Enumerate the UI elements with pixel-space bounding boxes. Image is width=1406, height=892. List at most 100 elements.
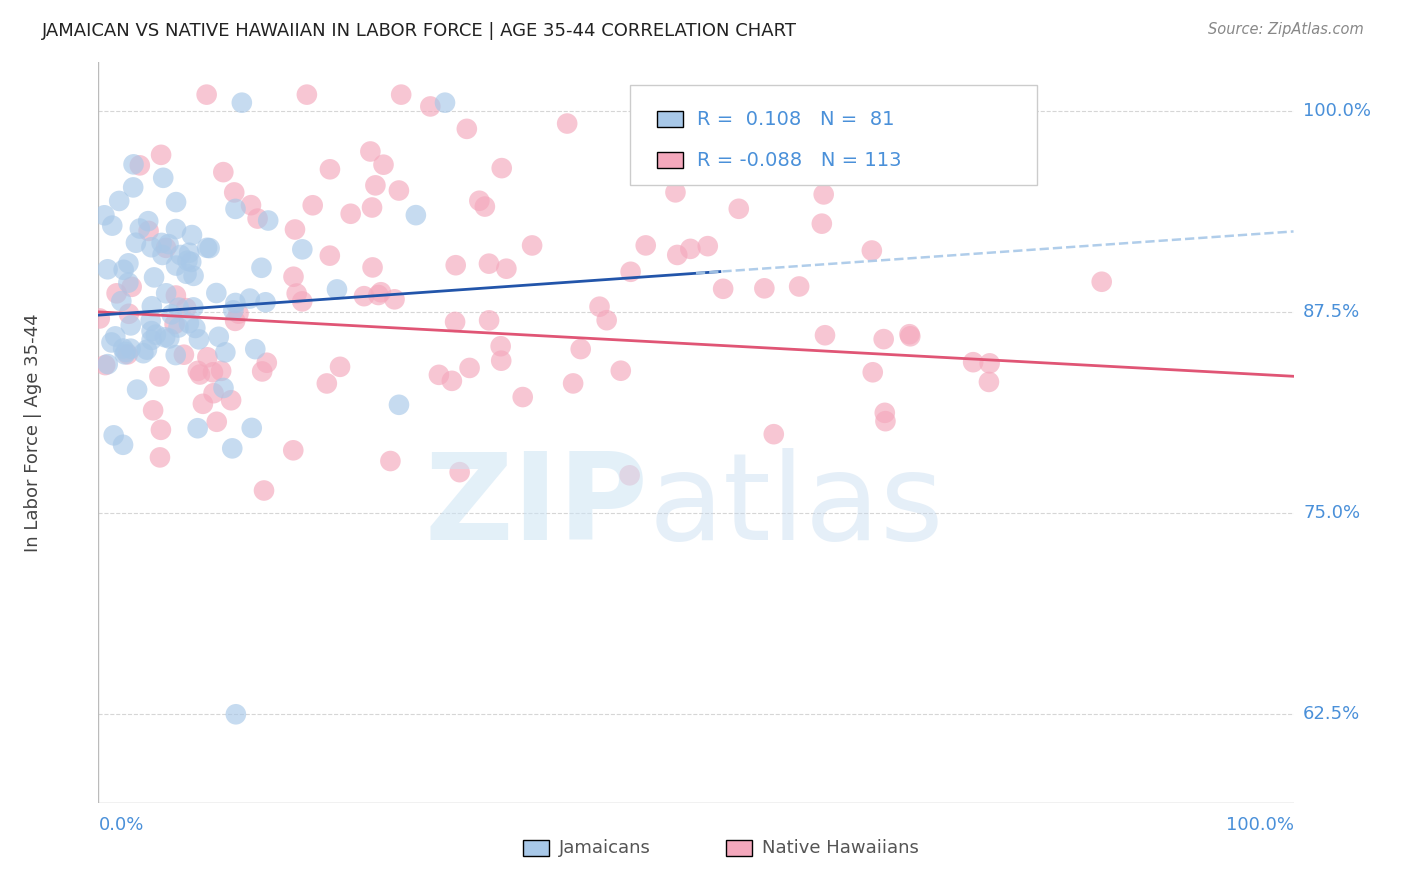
Point	[384, 293, 406, 307]
Point	[155, 286, 177, 301]
Point	[245, 342, 267, 356]
Point	[132, 346, 155, 360]
Point	[319, 162, 342, 177]
Point	[595, 313, 617, 327]
Point	[157, 331, 180, 345]
Point	[224, 186, 246, 200]
Point	[114, 345, 136, 359]
Point	[112, 438, 135, 452]
Text: 75.0%: 75.0%	[1303, 504, 1360, 522]
Point	[283, 269, 305, 284]
Point	[212, 381, 235, 395]
Point	[284, 222, 307, 236]
FancyBboxPatch shape	[630, 85, 1036, 185]
Point	[742, 122, 765, 136]
Point	[187, 364, 209, 378]
Point	[862, 365, 884, 379]
Point	[231, 95, 253, 110]
Point	[136, 214, 159, 228]
Point	[187, 332, 209, 346]
Point	[468, 194, 491, 208]
Point	[149, 450, 172, 465]
Point	[150, 148, 173, 162]
Point	[104, 329, 127, 343]
Point	[163, 317, 186, 331]
Point	[165, 288, 187, 302]
Point	[224, 296, 246, 310]
Text: R = -0.088   N = 113: R = -0.088 N = 113	[697, 151, 901, 169]
Point	[359, 145, 381, 159]
Text: 100.0%: 100.0%	[1303, 102, 1371, 120]
Point	[254, 295, 277, 310]
Point	[155, 241, 177, 255]
Point	[610, 364, 633, 378]
Point	[875, 414, 897, 428]
Point	[754, 281, 776, 295]
Point	[112, 342, 135, 356]
Point	[114, 347, 136, 361]
Point	[184, 321, 207, 335]
Point	[141, 333, 163, 347]
Point	[165, 348, 187, 362]
Point	[326, 282, 349, 296]
Point	[152, 170, 174, 185]
Point	[620, 265, 643, 279]
Point	[257, 213, 280, 227]
Point	[205, 415, 228, 429]
Point	[711, 282, 734, 296]
Point	[228, 307, 250, 321]
Point	[419, 99, 441, 113]
Point	[456, 121, 478, 136]
Text: Source: ZipAtlas.com: Source: ZipAtlas.com	[1208, 22, 1364, 37]
Point	[169, 248, 191, 262]
Point	[679, 242, 702, 256]
Point	[149, 423, 172, 437]
Point	[139, 314, 162, 328]
Point	[977, 375, 1000, 389]
Point	[125, 235, 148, 250]
Point	[860, 244, 883, 258]
Point	[142, 403, 165, 417]
FancyBboxPatch shape	[523, 840, 548, 856]
Point	[150, 235, 173, 250]
Point	[405, 208, 427, 222]
Text: ZIP: ZIP	[425, 448, 648, 566]
Point	[434, 95, 457, 110]
Point	[301, 198, 323, 212]
Point	[195, 241, 218, 255]
Point	[353, 289, 375, 303]
Point	[814, 328, 837, 343]
FancyBboxPatch shape	[725, 840, 752, 856]
Point	[256, 356, 278, 370]
Point	[873, 406, 896, 420]
Point	[138, 224, 160, 238]
Point	[120, 342, 142, 356]
Point	[202, 386, 225, 401]
Point	[1091, 275, 1114, 289]
Point	[664, 186, 686, 200]
Point	[94, 358, 117, 372]
Point	[110, 294, 132, 309]
Text: atlas: atlas	[648, 448, 943, 566]
Point	[120, 318, 142, 333]
Point	[319, 249, 342, 263]
Point	[329, 359, 352, 374]
Point	[444, 258, 467, 272]
Point	[291, 243, 314, 257]
Point	[225, 202, 247, 216]
Point	[388, 398, 411, 412]
Point	[474, 200, 496, 214]
Point	[122, 157, 145, 171]
Point	[250, 364, 273, 378]
Point	[160, 307, 183, 321]
Point	[225, 707, 247, 722]
Point	[696, 239, 718, 253]
Point	[205, 286, 228, 301]
Point	[520, 238, 543, 252]
Point	[118, 307, 141, 321]
Point	[187, 421, 209, 435]
Text: 100.0%: 100.0%	[1226, 815, 1294, 834]
Point	[201, 365, 224, 379]
FancyBboxPatch shape	[657, 112, 683, 128]
Point	[478, 257, 501, 271]
